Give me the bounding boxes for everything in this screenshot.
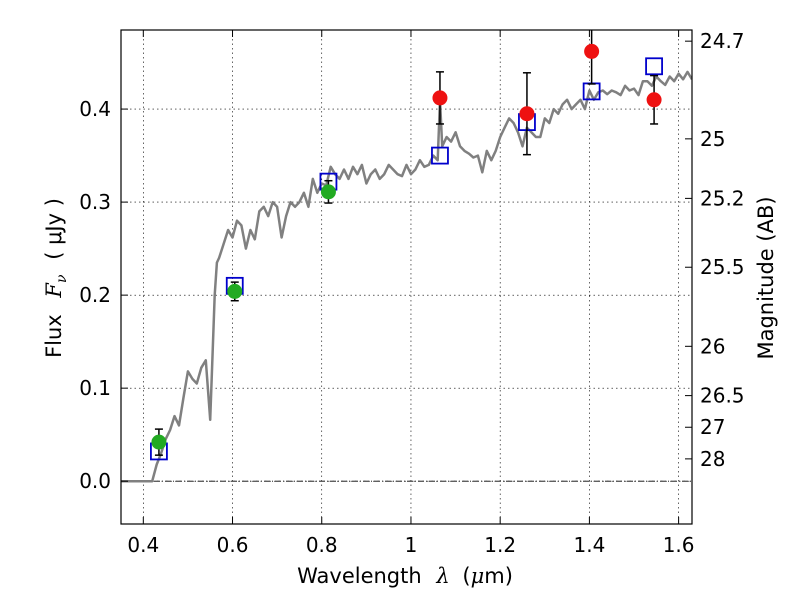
y2-tick-label: 28	[700, 447, 725, 471]
photometry-point	[646, 92, 662, 108]
photometry-point	[227, 283, 243, 299]
y2-axis-label: Magnitude (AB)	[754, 196, 778, 359]
y-tick-label: 0.1	[79, 376, 111, 400]
x-axis-label: Wavelength λ (μm)	[297, 564, 513, 588]
x-tick-label: 1	[405, 533, 418, 557]
x-tick-label: 1.4	[573, 533, 605, 557]
y2-tick-label: 25	[700, 127, 725, 151]
model-photometry-square	[645, 57, 663, 76]
x-tick-label: 0.4	[127, 533, 159, 557]
y2-tick-label: 24.7	[700, 29, 745, 53]
y-tick-label: 0.0	[79, 469, 111, 493]
photometry-point	[151, 434, 167, 450]
grid-lines	[121, 30, 692, 524]
photometry-point	[584, 43, 600, 59]
photometry-point	[432, 90, 448, 106]
plot-frame	[120, 29, 693, 525]
model-photometry-square	[431, 146, 449, 165]
sed-model-line	[121, 70, 692, 483]
x-tick-label: 1.2	[484, 533, 516, 557]
y2-tick-label: 25.5	[700, 255, 745, 279]
x-tick-label: 0.8	[306, 533, 338, 557]
plot-area	[121, 30, 692, 483]
y-axis-label: Flux Fν ( μJy )	[42, 198, 71, 358]
photometry-point	[519, 106, 535, 122]
axis-ticks: 0.4 0.6 0.8 1 1.2 1.4 1.6 0.0 0.1 0.2 0.3 0.4 24.7 25…	[79, 29, 744, 557]
x-tick-label: 0.6	[217, 533, 249, 557]
y-tick-label: 0.4	[79, 97, 111, 121]
y2-tick-label: 27	[700, 415, 725, 439]
x-tick-label: 1.6	[663, 533, 695, 557]
y2-tick-label: 26	[700, 334, 725, 358]
y2-tick-label: 25.2	[700, 186, 745, 210]
y2-tick-label: 26.5	[700, 384, 745, 408]
photometry-point	[320, 184, 336, 200]
y-tick-label: 0.3	[79, 190, 111, 214]
y-tick-label: 0.2	[79, 283, 111, 307]
